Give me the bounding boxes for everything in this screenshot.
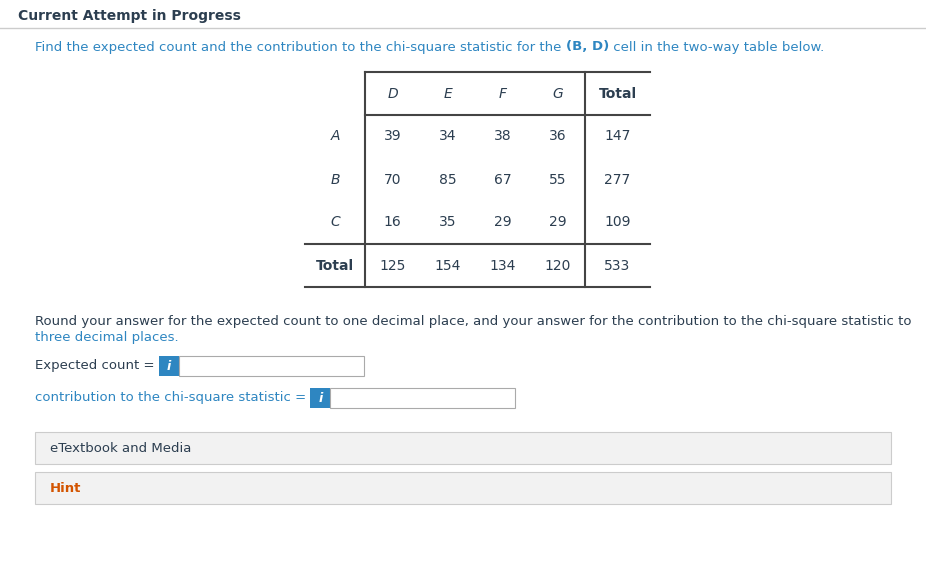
Text: contribution to the chi-square statistic =: contribution to the chi-square statistic… [35, 392, 310, 404]
Text: 29: 29 [494, 216, 511, 230]
Text: Total: Total [316, 259, 354, 273]
Text: 67: 67 [494, 172, 511, 187]
Text: 35: 35 [439, 216, 457, 230]
Text: eTextbook and Media: eTextbook and Media [50, 441, 192, 455]
Bar [179, 356, 364, 376]
Text: 154: 154 [434, 259, 461, 273]
Text: cell in the two-way table below.: cell in the two-way table below. [609, 41, 824, 53]
Text: three decimal places.: three decimal places. [35, 331, 179, 343]
Text: Hint: Hint [50, 481, 81, 495]
Text: Expected count =: Expected count = [35, 360, 158, 372]
Text: Round your answer for the expected count to one decimal place, and your answer f: Round your answer for the expected count… [35, 316, 911, 328]
Text: (B, D): (B, D) [566, 41, 609, 53]
Bar [331, 388, 516, 408]
Text: B: B [331, 172, 340, 187]
Text: 38: 38 [494, 129, 511, 143]
Text: 36: 36 [549, 129, 567, 143]
Text: 16: 16 [383, 216, 401, 230]
Bar [310, 388, 331, 408]
Text: G: G [552, 86, 563, 100]
Text: D: D [387, 86, 398, 100]
Text: 34: 34 [439, 129, 457, 143]
Text: C: C [331, 216, 340, 230]
Text: 120: 120 [544, 259, 570, 273]
Text: 134: 134 [489, 259, 516, 273]
Text: 109: 109 [605, 216, 631, 230]
Text: E: E [444, 86, 452, 100]
Text: 533: 533 [605, 259, 631, 273]
Text: A: A [331, 129, 340, 143]
Text: Total: Total [598, 86, 636, 100]
Text: 147: 147 [605, 129, 631, 143]
Text: 85: 85 [439, 172, 457, 187]
Text: contribution to the chi-square statistic =: contribution to the chi-square statistic… [35, 392, 310, 404]
Text: i: i [319, 392, 322, 404]
Bar [158, 356, 179, 376]
Text: Find the expected count and the contribution to the chi-square statistic for the: Find the expected count and the contribu… [35, 41, 566, 53]
Text: 55: 55 [549, 172, 567, 187]
Text: Current Attempt in Progress: Current Attempt in Progress [18, 9, 241, 23]
Bar [35, 432, 891, 464]
Text: F: F [498, 86, 507, 100]
Text: Expected count =: Expected count = [35, 360, 158, 372]
Text: 277: 277 [605, 172, 631, 187]
Text: 39: 39 [383, 129, 401, 143]
Text: 29: 29 [549, 216, 567, 230]
Bar [35, 472, 891, 504]
Text: i: i [167, 360, 171, 372]
Text: 70: 70 [383, 172, 401, 187]
Text: 125: 125 [380, 259, 406, 273]
